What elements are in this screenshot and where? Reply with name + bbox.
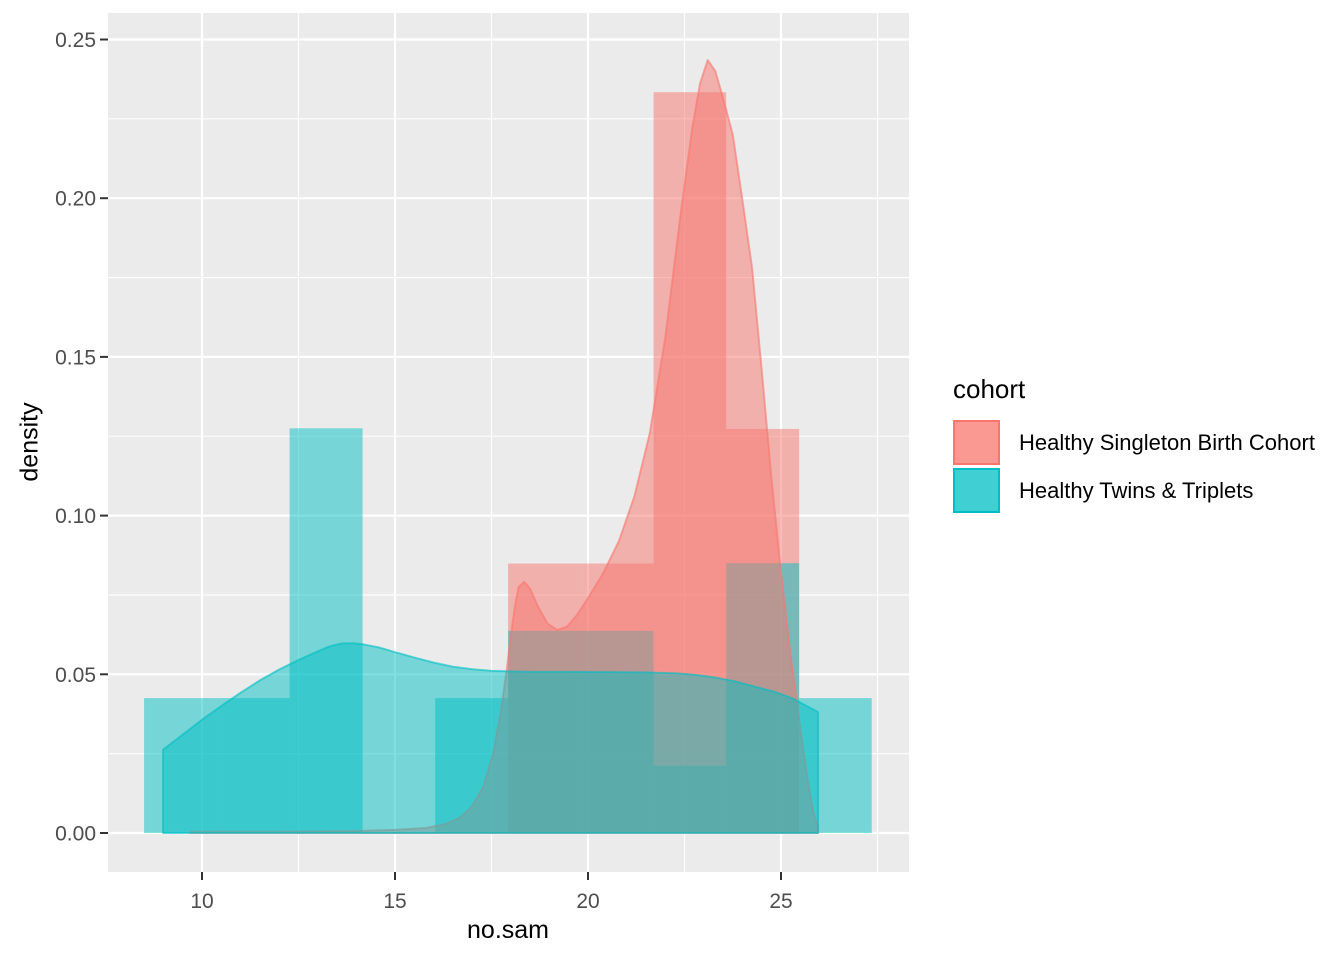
x-tick-label: 15 [383,890,406,913]
y-tick-label: 0.00 [55,823,96,846]
legend: cohort Healthy Singleton Birth Cohort He… [953,374,1315,516]
legend-entry-twins: Healthy Twins & Triplets [953,468,1315,513]
y-tick-label: 0.20 [55,188,96,211]
x-tick-label: 10 [190,890,213,913]
density-curve-twins [162,642,820,834]
x-axis-title: no.sam [467,916,549,944]
legend-key-twins-label: Healthy Twins & Triplets [1019,477,1254,503]
legend-title: cohort [953,374,1026,404]
y-axis-title: density [15,402,44,482]
x-tick-label: 25 [769,890,792,913]
legend-entry-singleton: Healthy Singleton Birth Cohort [953,420,1315,465]
y-tick-label: 0.05 [55,664,96,687]
legend-key-singleton-label: Healthy Singleton Birth Cohort [1019,429,1315,455]
legend-key-twins-swatch [953,468,1000,513]
y-tick-label: 0.25 [55,29,96,52]
x-tick-label: 20 [576,890,599,913]
y-tick-label: 0.10 [55,505,96,528]
y-tick-label: 0.15 [55,346,96,369]
legend-key-singleton-swatch [953,420,1000,465]
